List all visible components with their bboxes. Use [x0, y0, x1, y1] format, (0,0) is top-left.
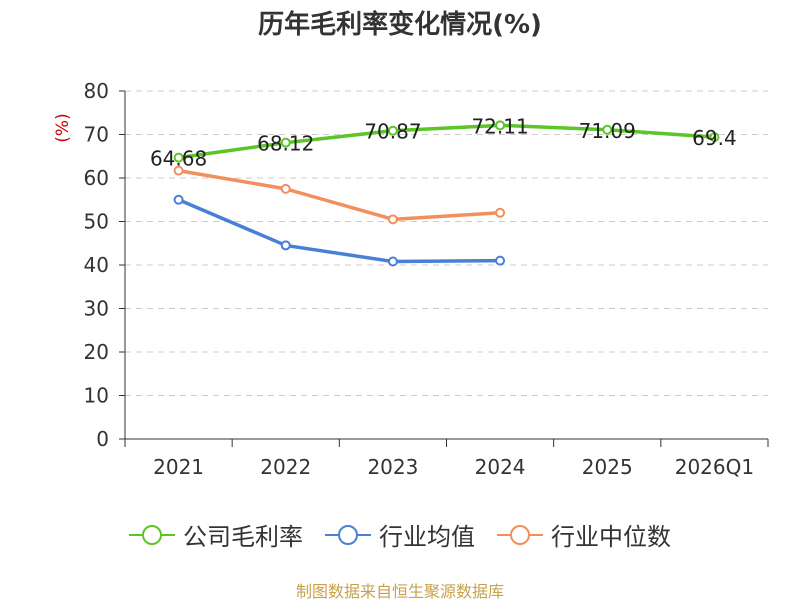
- point-company-2023: [387, 125, 398, 136]
- y-axis-label: (%): [53, 113, 73, 142]
- axes: 0 10 20 30 40 50 60 70 80 (%) 2021 2022 2023 2024 2025…: [53, 79, 769, 479]
- data-label-company-2023: 70.87: [364, 120, 421, 144]
- data-label-company-2025: 71.09: [579, 119, 636, 143]
- x-tick-label-2021: 2021: [153, 455, 204, 479]
- x-tick-label-2022: 2022: [260, 455, 311, 479]
- legend-label-company: 公司毛利率: [183, 523, 303, 551]
- y-tick-label-60: 60: [84, 166, 109, 190]
- source-note: 制图数据来自恒生聚源数据库: [295, 582, 504, 601]
- legend-marker-industry-median: [497, 524, 543, 545]
- point-company-2026Q1: [709, 132, 720, 143]
- x-tick-label-2026Q1: 2026Q1: [675, 455, 754, 479]
- data-label-company-2022: 68.12: [257, 132, 314, 156]
- legend-label-industry-mean: 行业均值: [379, 523, 475, 551]
- y-tick-label-70: 70: [84, 123, 109, 147]
- x-tick-label-2023: 2023: [367, 455, 418, 479]
- y-tick-label-0: 0: [96, 427, 109, 451]
- series-line-company: [178, 123, 715, 160]
- y-tick-label-20: 20: [84, 340, 109, 364]
- x-tick-label-2024: 2024: [475, 455, 526, 479]
- series-lines: [173, 120, 720, 267]
- point-company-2024: [495, 120, 506, 131]
- grid-lines: [125, 90, 768, 396]
- legend: 公司毛利率 行业均值 行业中位数: [0, 517, 800, 552]
- legend-marker-company: [129, 524, 175, 545]
- data-labels: 64.68 68.12 70.87 72.11 71.09 69.4: [150, 114, 737, 170]
- series-line-industry-mean: [177, 198, 501, 264]
- data-label-company-2021: 64.68: [150, 147, 207, 171]
- point-industry-mean-2021: [173, 194, 184, 205]
- y-tick-label-80: 80: [84, 79, 109, 103]
- legend-marker-industry-mean: [325, 524, 371, 545]
- point-industry-median-2022: [280, 183, 291, 194]
- point-industry-mean-2023: [387, 256, 398, 267]
- y-tick-label-10: 10: [84, 384, 109, 408]
- legend-label-industry-median: 行业中位数: [551, 523, 671, 551]
- legend-item-industry-mean[interactable]: 行业均值: [325, 517, 475, 552]
- point-industry-mean-2022: [280, 240, 291, 251]
- y-tick-label-50: 50: [84, 210, 109, 234]
- point-industry-median-2021: [173, 165, 184, 176]
- data-label-company-2026Q1: 69.4: [692, 126, 737, 150]
- x-tick-label-2025: 2025: [582, 455, 633, 479]
- point-company-2021: [173, 152, 184, 163]
- legend-item-company[interactable]: 公司毛利率: [129, 517, 303, 552]
- point-company-2025: [602, 124, 613, 135]
- point-industry-median-2024: [495, 207, 506, 218]
- chart-title: 历年毛利率变化情况(%): [258, 10, 542, 40]
- y-tick-label-40: 40: [84, 253, 109, 277]
- series-line-industry-median: [178, 168, 501, 222]
- y-tick-label-30: 30: [84, 297, 109, 321]
- point-industry-mean-2024: [495, 255, 506, 266]
- point-company-2022: [280, 137, 291, 148]
- legend-item-industry-median[interactable]: 行业中位数: [497, 517, 671, 552]
- point-industry-median-2023: [387, 214, 398, 225]
- data-label-company-2024: 72.11: [471, 114, 528, 138]
